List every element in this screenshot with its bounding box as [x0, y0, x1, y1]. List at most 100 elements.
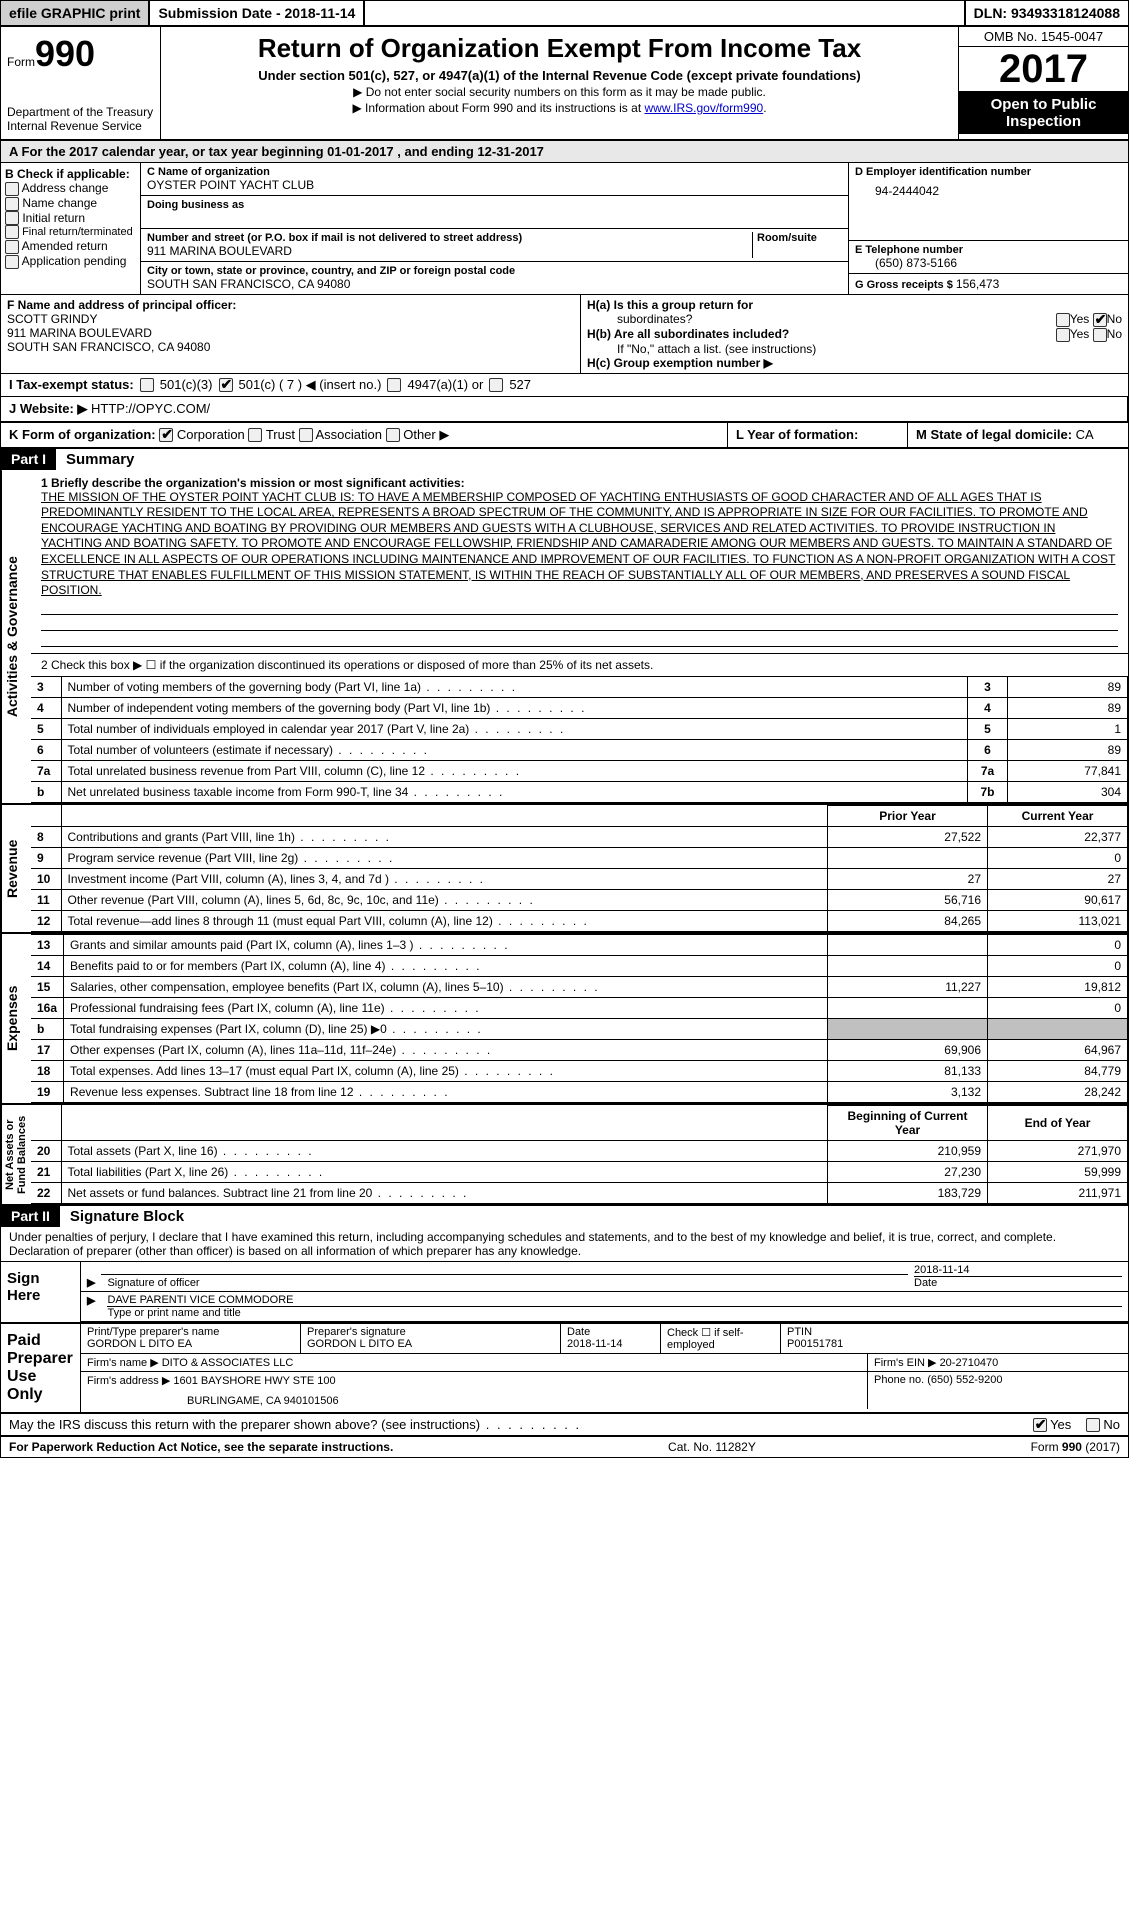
line-num: 18 [31, 1060, 64, 1081]
curr-value: 19,812 [988, 976, 1128, 997]
ptin-label: PTIN [787, 1326, 1122, 1338]
revenue-content: Prior Year Current Year 8Contributions a… [31, 805, 1128, 932]
table-row: 20Total assets (Part X, line 16)210,9592… [31, 1140, 1128, 1161]
prior-value [828, 955, 988, 976]
line-desc: Number of voting members of the governin… [61, 676, 968, 697]
line-num: 6 [31, 739, 61, 760]
table-row: 13Grants and similar amounts paid (Part … [31, 934, 1128, 955]
efile-label: efile GRAPHIC print [1, 1, 150, 25]
prior-value: 27,522 [828, 826, 988, 847]
chk-501c[interactable] [219, 378, 233, 392]
curr-value: 28,242 [988, 1081, 1128, 1102]
activities-table: 3Number of voting members of the governi… [31, 676, 1128, 803]
line-value: 77,841 [1008, 760, 1128, 781]
org-name-label: C Name of organization [147, 166, 842, 178]
table-row: 4Number of independent voting members of… [31, 697, 1128, 718]
line-value: 304 [1008, 781, 1128, 802]
hb-yes-checkbox[interactable] [1056, 328, 1070, 342]
activities-content: 1 Briefly describe the organization's mi… [31, 470, 1128, 803]
footer-form-year: (2017) [1085, 1440, 1120, 1454]
gross-value: 156,473 [956, 277, 999, 291]
chk-label: Amended return [22, 239, 108, 253]
line-2: 2 Check this box ▶ ☐ if the organization… [31, 654, 1128, 676]
irs-link[interactable]: www.IRS.gov/form990 [644, 101, 763, 115]
ha-yes-checkbox[interactable] [1056, 313, 1070, 327]
side-revenue: Revenue [1, 805, 31, 932]
gross-receipts-cell: G Gross receipts $ 156,473 [849, 274, 1128, 294]
prep-check-self[interactable]: Check ☐ if self-employed [661, 1324, 781, 1353]
org-name-cell: C Name of organization OYSTER POINT YACH… [141, 163, 848, 196]
end-year-hdr: End of Year [988, 1105, 1128, 1140]
row-j: J Website: ▶ HTTP://OPYC.COM/ [1, 397, 1128, 423]
chk-other[interactable] [386, 428, 400, 442]
chk-trust[interactable] [248, 428, 262, 442]
line-num: 7a [31, 760, 61, 781]
form-number-value: 990 [35, 33, 95, 74]
chk-name-change[interactable]: Name change [5, 196, 136, 211]
phone-value: (650) 873-5166 [855, 256, 1122, 270]
line-value: 1 [1008, 718, 1128, 739]
chk-501c3[interactable] [140, 378, 154, 392]
dln-cell: DLN: 93493318124088 [964, 1, 1128, 25]
hb-note: If "No," attach a list. (see instruction… [587, 342, 1122, 356]
website-label: J Website: ▶ [9, 401, 91, 416]
submission-date: 2018-11-14 [285, 5, 356, 21]
prior-value [828, 847, 988, 868]
chk-application-pending[interactable]: Application pending [5, 254, 136, 269]
line-num: 3 [31, 676, 61, 697]
arrow-icon: ▶ [81, 1292, 101, 1321]
table-row: 22Net assets or fund balances. Subtract … [31, 1182, 1128, 1203]
street-label: Number and street (or P.O. box if mail i… [147, 232, 752, 244]
discuss-yes-checkbox[interactable] [1033, 1418, 1047, 1432]
paid-preparer-content: Print/Type preparer's name GORDON L DITO… [81, 1324, 1128, 1412]
chk-assoc[interactable] [299, 428, 313, 442]
sig-date: 2018-11-14 [914, 1264, 1122, 1277]
chk-address-change[interactable]: Address change [5, 181, 136, 196]
table-row: 8Contributions and grants (Part VIII, li… [31, 826, 1128, 847]
prior-value: 56,716 [828, 889, 988, 910]
hb-no-checkbox[interactable] [1093, 328, 1107, 342]
yes-label: Yes [1050, 1417, 1071, 1432]
chk-initial-return[interactable]: Initial return [5, 211, 136, 226]
prep-row-3: Firm's address ▶ 1601 BAYSHORE HWY STE 1… [81, 1372, 1128, 1409]
chk-4947[interactable] [387, 378, 401, 392]
chk-amended-return[interactable]: Amended return [5, 239, 136, 254]
row-bcde: B Check if applicable: Address change Na… [1, 163, 1128, 295]
lbl-4947: 4947(a)(1) or [407, 377, 483, 392]
table-row: 6Total number of volunteers (estimate if… [31, 739, 1128, 760]
form-number: Form990 [7, 33, 154, 75]
part-i-title: Summary [56, 449, 1128, 470]
curr-value: 27 [988, 868, 1128, 889]
ha-no-checkbox[interactable] [1093, 313, 1107, 327]
line-desc: Program service revenue (Part VIII, line… [61, 847, 828, 868]
firm-phone-label: Phone no. [874, 1374, 927, 1386]
header-right: OMB No. 1545-0047 2017 Open to Public In… [958, 27, 1128, 139]
line-desc: Investment income (Part VIII, column (A)… [61, 868, 828, 889]
note2-prefix: ▶ Information about Form 990 and its ins… [352, 101, 644, 115]
org-name: OYSTER POINT YACHT CLUB [147, 178, 842, 192]
firm-addr-label: Firm's address ▶ [87, 1375, 173, 1387]
line-value: 89 [1008, 697, 1128, 718]
prep-date: 2018-11-14 [567, 1338, 654, 1350]
table-row: 12Total revenue—add lines 8 through 11 (… [31, 910, 1128, 931]
officer-addr2: SOUTH SAN FRANCISCO, CA 94080 [7, 340, 574, 354]
form-subtitle: Under section 501(c), 527, or 4947(a)(1)… [171, 68, 948, 83]
curr-value: 0 [988, 847, 1128, 868]
line-num: 11 [31, 889, 61, 910]
chk-527[interactable] [489, 378, 503, 392]
curr-value: 84,779 [988, 1060, 1128, 1081]
discuss-no-checkbox[interactable] [1086, 1418, 1100, 1432]
table-row: 14Benefits paid to or for members (Part … [31, 955, 1128, 976]
officer-label: F Name and address of principal officer: [7, 298, 574, 312]
chk-corp[interactable] [159, 428, 173, 442]
paid-preparer-label: Paid Preparer Use Only [1, 1324, 81, 1412]
net-assets-content: Beginning of Current Year End of Year 20… [31, 1105, 1128, 1204]
line-desc: Other revenue (Part VIII, column (A), li… [61, 889, 828, 910]
firm-name: DITO & ASSOCIATES LLC [162, 1357, 294, 1369]
line-num: 10 [31, 868, 61, 889]
line-desc: Total number of individuals employed in … [61, 718, 968, 739]
header: Form990 Department of the Treasury Inter… [1, 27, 1128, 141]
chk-final-return[interactable]: Final return/terminated [5, 225, 136, 239]
officer-name: SCOTT GRINDY [7, 312, 574, 326]
prior-value: 3,132 [828, 1081, 988, 1102]
